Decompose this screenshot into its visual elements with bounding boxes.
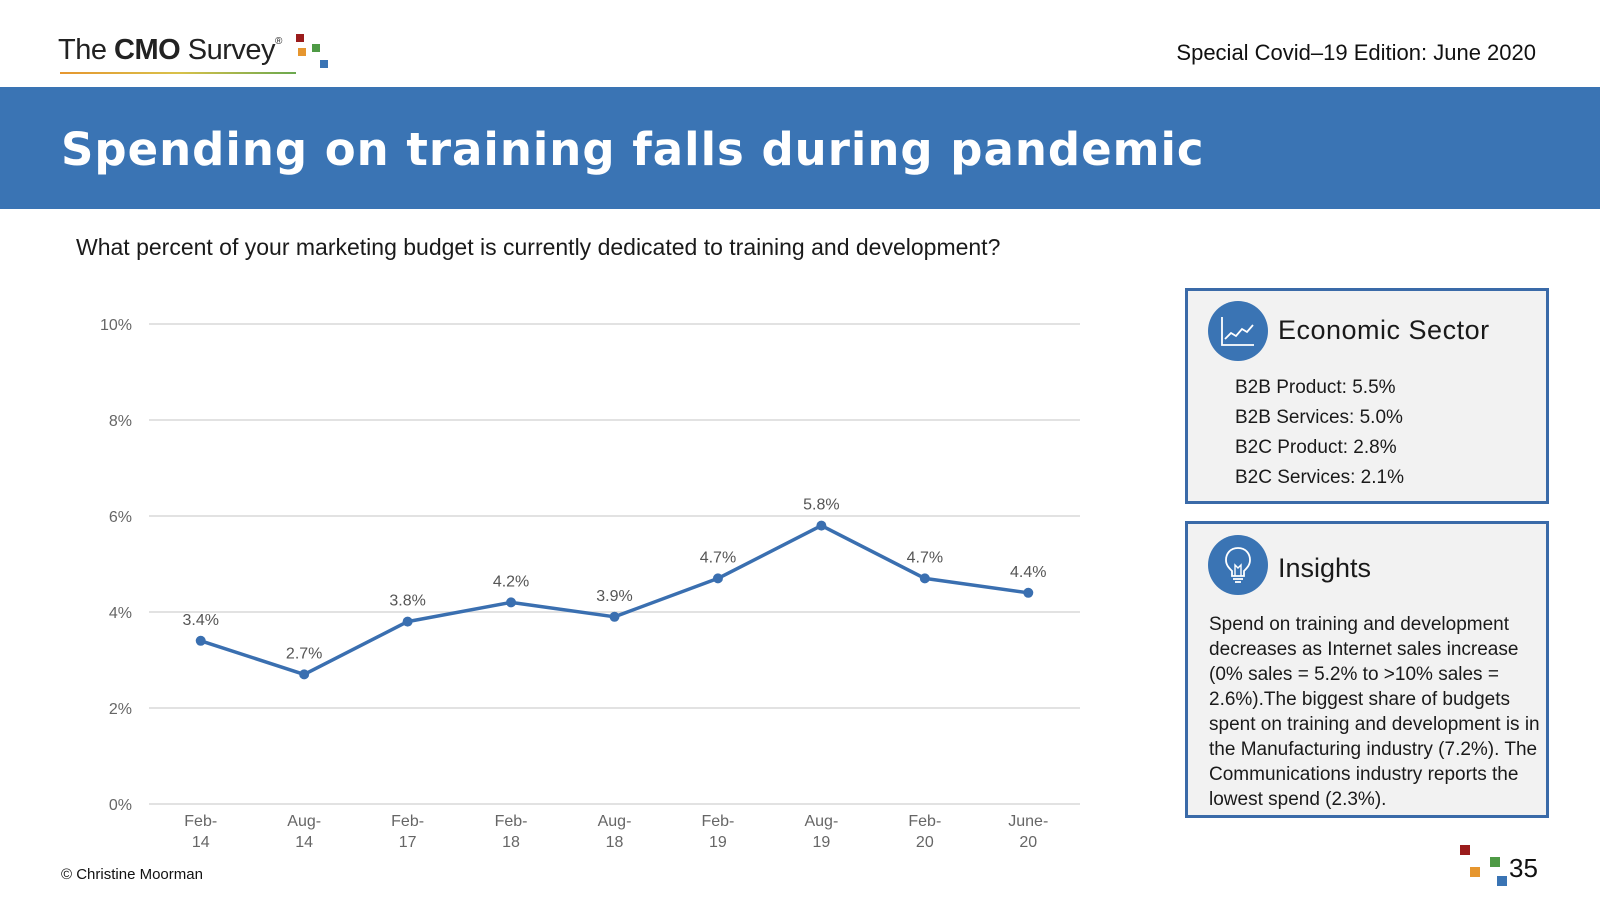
survey-question: What percent of your marketing budget is… [76,234,1001,260]
page-number: 35 [1509,853,1538,883]
footer-square-orange [1470,867,1480,877]
data-point [609,611,620,622]
sector-item: B2B Product: 5.5% [1235,377,1396,398]
edition-label: Special Covid–19 Edition: June 2020 [1176,40,1536,65]
data-label: 3.8% [389,593,425,610]
data-label: 4.7% [700,549,736,566]
y-tick-label: 2% [109,701,132,718]
series-points [195,520,1034,680]
data-label: 4.4% [1010,564,1046,581]
logo-square-green [312,44,320,52]
y-tick-label: 8% [109,413,132,430]
data-point [816,520,827,531]
y-tick-label: 0% [109,797,132,814]
page-title: Spending on training falls during pandem… [61,123,1205,176]
insights-body: Spend on training and development decrea… [1209,614,1540,810]
data-point [299,669,310,680]
footer-square-green [1490,857,1500,867]
y-axis-tick-labels: 0% 2% 4% 6% 8% 10% [100,317,132,814]
training-spend-line-chart: 0% 2% 4% 6% 8% 10% Feb-14 Aug-14 Feb-17 Feb-18 Au… [100,317,1080,851]
x-tick-label: Feb-19 [701,813,734,851]
x-tick-label: Feb-20 [908,813,941,851]
footer-square-red [1460,845,1470,855]
line-chart-icon [1208,301,1268,361]
x-tick-label: Aug-19 [804,813,838,851]
title-banner: Spending on training falls during pandem… [0,87,1600,209]
x-tick-label: June-20 [1008,813,1048,851]
x-tick-label: Aug-14 [287,813,321,851]
data-label: 3.9% [596,588,632,605]
sector-list: B2B Product: 5.5% B2B Services: 5.0% B2C… [1235,373,1404,493]
data-point [402,616,413,627]
x-tick-label: Feb-14 [184,813,217,851]
data-point [195,635,206,646]
x-axis-tick-labels: Feb-14 Aug-14 Feb-17 Feb-18 Aug-18 Feb-19 Aug-… [184,813,1048,851]
data-point [1023,587,1034,598]
logo-square-orange [298,48,306,56]
logo-text: The CMO Survey® [58,34,282,66]
data-label: 4.2% [493,573,529,590]
x-tick-label: Feb-18 [495,813,528,851]
data-label: 5.8% [803,497,839,514]
economic-sector-title: Economic Sector [1278,315,1490,345]
copyright: © Christine Moorman [61,866,203,883]
footer-mark [1460,845,1510,887]
logo-square-red [296,34,304,42]
economic-sector-card: Economic Sector B2B Product: 5.5% B2B Se… [1185,288,1549,504]
logo-square-blue [320,60,328,68]
data-label: 2.7% [286,645,322,662]
x-tick-label: Aug-18 [598,813,632,851]
y-tick-label: 4% [109,605,132,622]
data-point [919,573,930,584]
data-point [712,573,723,584]
footer-square-blue [1497,876,1507,886]
y-tick-label: 10% [100,317,132,334]
sector-item: B2C Services: 2.1% [1235,467,1404,488]
cmo-survey-logo: The CMO Survey® [58,34,328,74]
y-tick-label: 6% [109,509,132,526]
insights-title: Insights [1278,553,1372,583]
data-point [506,597,517,608]
logo-underline [60,72,296,74]
x-tick-label: Feb-17 [391,813,424,851]
data-label: 4.7% [907,549,943,566]
insights-card: Insights Spend on training and developme… [1185,521,1549,818]
sector-item: B2B Services: 5.0% [1235,407,1403,428]
data-label: 3.4% [182,612,218,629]
lightbulb-icon [1208,535,1268,595]
data-labels: 3.4% 2.7% 3.8% 4.2% 3.9% 4.7% 5.8% 4.7% 4.4% [182,497,1046,663]
sector-item: B2C Product: 2.8% [1235,437,1397,458]
